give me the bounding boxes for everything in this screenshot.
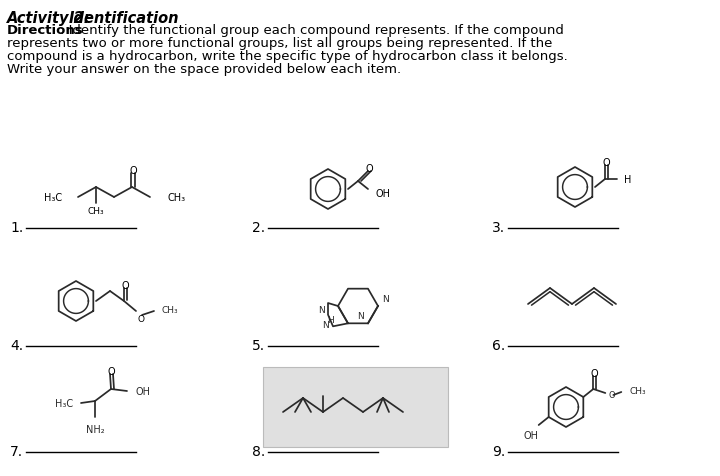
- Text: O: O: [138, 314, 145, 323]
- Text: 7.: 7.: [10, 444, 23, 458]
- Text: N: N: [323, 320, 329, 329]
- Text: OH: OH: [523, 430, 538, 440]
- Text: CH₃: CH₃: [88, 207, 104, 216]
- Text: 3.: 3.: [492, 220, 505, 235]
- Text: O: O: [107, 366, 114, 376]
- Text: O: O: [608, 391, 615, 400]
- Text: O: O: [365, 164, 373, 174]
- Text: 9.: 9.: [492, 444, 505, 458]
- Text: O: O: [121, 280, 129, 290]
- Text: represents two or more functional groups, list all groups being represented. If : represents two or more functional groups…: [7, 37, 552, 50]
- Text: OH: OH: [135, 386, 150, 396]
- Text: OH: OH: [376, 188, 391, 198]
- Text: Activity 2:: Activity 2:: [7, 11, 96, 26]
- Text: O: O: [602, 158, 610, 168]
- Text: H₃C: H₃C: [55, 398, 73, 408]
- Text: 2.: 2.: [252, 220, 265, 235]
- Text: N: N: [318, 306, 325, 314]
- Text: CH₃: CH₃: [162, 306, 179, 315]
- Text: 6.: 6.: [492, 338, 505, 352]
- Text: N: N: [357, 312, 364, 321]
- Text: CH₃: CH₃: [168, 193, 186, 203]
- Text: O: O: [590, 368, 598, 378]
- Text: H: H: [327, 315, 333, 324]
- Text: compound is a hydrocarbon, write the specific type of hydrocarbon class it belon: compound is a hydrocarbon, write the spe…: [7, 50, 568, 63]
- Text: Write your answer on the space provided below each item.: Write your answer on the space provided …: [7, 63, 401, 76]
- Text: NH₂: NH₂: [86, 424, 104, 434]
- Text: 4.: 4.: [10, 338, 23, 352]
- Text: H: H: [624, 175, 631, 185]
- Text: N: N: [382, 294, 389, 303]
- Text: Directions: Directions: [7, 24, 84, 37]
- Text: H₃C: H₃C: [44, 193, 62, 203]
- Text: 1.: 1.: [10, 220, 23, 235]
- Text: 5.: 5.: [252, 338, 265, 352]
- Text: O: O: [129, 166, 137, 176]
- Text: Identification: Identification: [69, 11, 179, 26]
- Text: CH₃: CH₃: [629, 387, 646, 396]
- Text: 8.: 8.: [252, 444, 265, 458]
- FancyBboxPatch shape: [263, 367, 448, 447]
- Text: : Identify the functional group each compound represents. If the compound: : Identify the functional group each com…: [60, 24, 564, 37]
